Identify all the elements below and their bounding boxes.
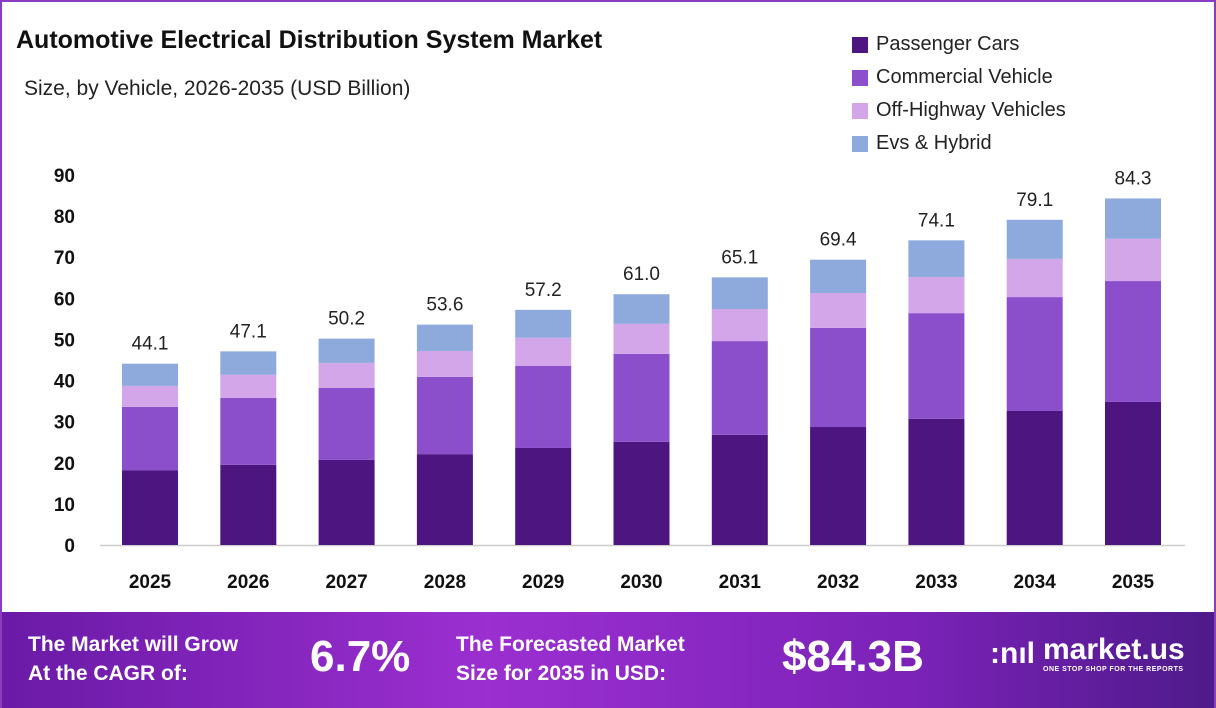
bar-segment (613, 353, 670, 442)
bar-segment (220, 374, 277, 398)
bar-segment (416, 454, 473, 545)
legend-item: Evs & Hybrid (852, 127, 1066, 160)
bar-segment (122, 470, 178, 545)
x-tick-label: 2032 (817, 572, 859, 593)
bar-segment (810, 259, 867, 293)
y-tick-label: 80 (54, 207, 75, 228)
bar-segment (416, 324, 473, 351)
market-us-logo: :nıl market.us ONE STOP SHOP FOR THE REPO… (990, 633, 1185, 674)
bar-segment (318, 362, 375, 388)
legend-swatch (852, 69, 868, 86)
bar-segment (711, 277, 768, 310)
legend-label: Passenger Cars (876, 33, 1020, 55)
data-label: 79.1 (1016, 190, 1053, 211)
bar-segment (711, 309, 768, 342)
x-tick-label: 2030 (620, 572, 662, 593)
bar-segment (220, 397, 277, 465)
bar-segment (810, 427, 867, 545)
footer-banner: The Market will Grow At the CAGR of: 6.7%… (0, 612, 1216, 708)
data-label: 69.4 (820, 230, 857, 251)
bar-segment (613, 441, 670, 545)
x-tick-label: 2029 (522, 572, 564, 593)
legend-label: Commercial Vehicle (876, 66, 1053, 88)
bar-segment (122, 406, 178, 471)
data-label: 47.1 (230, 321, 267, 342)
bar-segment (1006, 258, 1063, 298)
legend-swatch (852, 135, 868, 152)
bar-segment (810, 292, 867, 328)
data-label: 53.6 (426, 295, 463, 316)
bar-segment (908, 276, 965, 314)
bar-segment (1105, 238, 1161, 282)
data-label: 61.0 (623, 264, 660, 285)
cagr-label: The Market will Grow At the CAGR of: (28, 633, 239, 685)
bar-segment (1105, 281, 1161, 402)
bar-segment (220, 351, 277, 375)
bar-segment (908, 313, 965, 419)
y-tick-label: 20 (54, 454, 75, 475)
bar-segment (1105, 401, 1161, 545)
data-label: 84.3 (1115, 168, 1152, 189)
bar-segment (810, 327, 867, 428)
bar-segment (515, 447, 572, 545)
y-tick-label: 60 (54, 289, 75, 310)
bar-segment (318, 338, 375, 363)
market-size-value: $84.3B (782, 632, 924, 681)
stacked-bar-chart: 010203040506070809044.1202547.1202650.22… (54, 166, 1185, 593)
bar-segment (515, 337, 572, 366)
x-tick-label: 2027 (325, 572, 367, 593)
data-label: 65.1 (721, 247, 758, 268)
logo-icon: :nıl (990, 636, 1035, 670)
data-label: 50.2 (328, 309, 365, 330)
bar-segment (613, 294, 670, 324)
y-tick-label: 0 (64, 536, 75, 557)
y-tick-label: 30 (54, 413, 75, 434)
y-tick-label: 90 (54, 166, 75, 187)
legend-swatch (852, 102, 868, 119)
y-tick-label: 10 (54, 495, 75, 516)
bar-segment (220, 464, 277, 545)
x-tick-label: 2025 (129, 572, 172, 593)
bar-segment (515, 309, 572, 338)
data-label: 44.1 (132, 334, 169, 355)
x-tick-label: 2026 (227, 572, 269, 593)
bar-segment (122, 363, 178, 386)
data-label: 74.1 (918, 210, 955, 231)
chart-title: Automotive Electrical Distribution Syste… (16, 26, 603, 54)
y-tick-label: 40 (54, 372, 75, 393)
legend-label: Off-Highway Vehicles (876, 99, 1066, 121)
market-size-label: The Forecasted Market Size for 2035 in US… (456, 633, 685, 685)
bar-segment (318, 387, 375, 460)
bar-segment (318, 459, 375, 545)
bar-segment (711, 341, 768, 435)
chart-subtitle: Size, by Vehicle, 2026-2035 (USD Billion… (24, 77, 411, 100)
bar-segment (908, 240, 965, 277)
bar-segment (515, 365, 572, 448)
bar-segment (416, 350, 473, 377)
legend-swatch (852, 36, 868, 53)
x-tick-label: 2033 (915, 572, 957, 593)
y-tick-label: 50 (54, 330, 75, 351)
bar-segment (1006, 219, 1063, 259)
legend-item: Off-Highway Vehicles (852, 94, 1066, 127)
bar-segment (1105, 198, 1161, 239)
x-tick-label: 2034 (1014, 572, 1057, 593)
bar-segment (613, 323, 670, 354)
bar-segment (122, 385, 178, 407)
data-label: 57.2 (525, 280, 562, 301)
bar-segment (416, 376, 473, 455)
legend-item: Commercial Vehicle (852, 61, 1066, 94)
x-tick-label: 2035 (1112, 572, 1155, 593)
cagr-value: 6.7% (310, 632, 411, 681)
legend: Passenger Cars Commercial Vehicle Off-Hi… (852, 28, 1066, 160)
y-tick-label: 70 (54, 248, 75, 269)
x-tick-label: 2028 (424, 572, 466, 593)
bar-segment (1006, 410, 1063, 545)
bar-segment (711, 434, 768, 545)
legend-label: Evs & Hybrid (876, 132, 992, 154)
x-tick-label: 2031 (719, 572, 762, 593)
legend-item: Passenger Cars (852, 28, 1066, 61)
bar-segment (1006, 297, 1063, 411)
bar-segment (908, 418, 965, 545)
